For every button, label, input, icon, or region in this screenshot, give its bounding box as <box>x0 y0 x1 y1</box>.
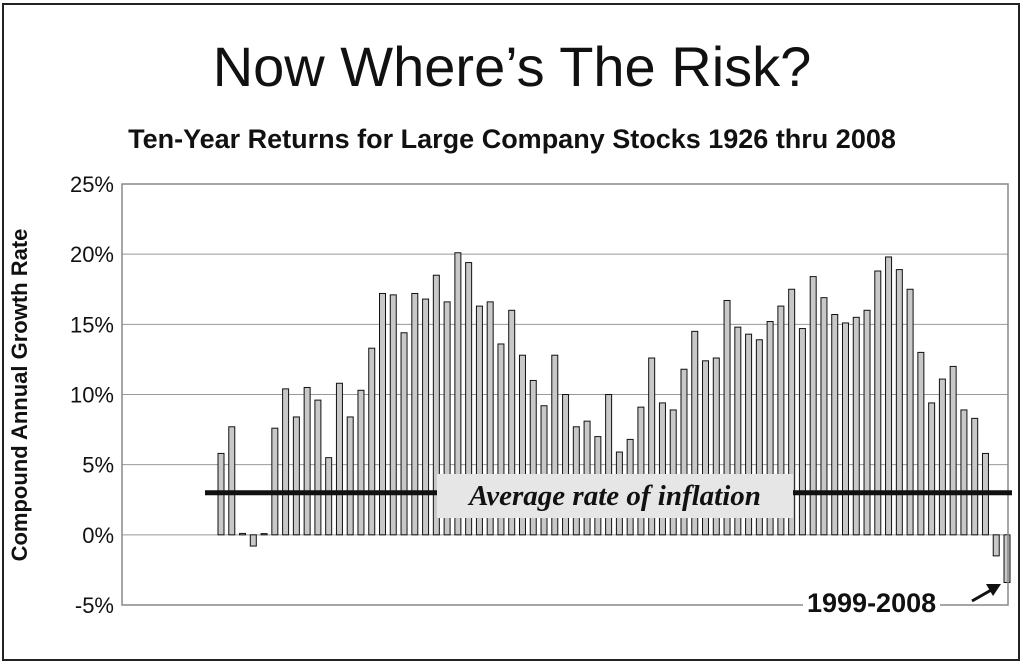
bar <box>928 402 936 536</box>
slide-title: Now Where’s The Risk? <box>212 35 812 98</box>
bar <box>669 409 677 536</box>
bar <box>852 316 860 536</box>
bar <box>691 330 699 536</box>
bar <box>292 416 300 536</box>
bar <box>605 394 613 536</box>
bar <box>712 357 720 536</box>
bar <box>1003 534 1011 584</box>
y-tick-label: 0% <box>82 523 114 548</box>
bar <box>788 288 796 536</box>
bar <box>562 394 570 536</box>
bar <box>475 305 483 536</box>
inflation-label: Average rate of inflation <box>437 474 793 518</box>
bar <box>658 402 666 536</box>
bar <box>949 365 957 536</box>
bars <box>217 252 1011 584</box>
bar <box>960 409 968 536</box>
bar <box>486 301 494 536</box>
bar <box>906 288 914 536</box>
bar <box>260 533 268 536</box>
bar <box>411 292 419 536</box>
bar <box>529 379 537 536</box>
bar <box>938 378 946 536</box>
bar <box>874 270 882 536</box>
bar <box>346 416 354 536</box>
bar <box>841 322 849 536</box>
y-tick-label: 5% <box>82 453 114 478</box>
bar <box>820 297 828 536</box>
bar <box>357 389 365 536</box>
bar <box>400 332 408 536</box>
y-tick-label: 20% <box>70 242 114 267</box>
bar <box>745 333 753 536</box>
bar <box>755 339 763 536</box>
bar <box>432 274 440 536</box>
y-tick-label: 10% <box>70 383 114 408</box>
bar <box>777 305 785 536</box>
bar <box>917 351 925 536</box>
callout-arrow-head <box>986 584 1001 596</box>
bar <box>249 534 257 547</box>
bar <box>454 252 462 536</box>
bar <box>723 299 731 536</box>
bar <box>314 399 322 536</box>
bar <box>422 298 430 536</box>
chart-subtitle: Ten-Year Returns for Large Company Stock… <box>128 124 896 154</box>
bar <box>551 354 559 536</box>
bar <box>702 360 710 536</box>
plot-border <box>121 183 1009 606</box>
y-tick-labels: 25% 20% 15% 10% 5% 0% -5% <box>70 172 114 618</box>
bar <box>992 534 1000 557</box>
bar <box>518 354 526 536</box>
bar <box>831 314 839 536</box>
bar <box>497 343 505 536</box>
bar <box>809 276 817 536</box>
bar <box>637 406 645 536</box>
y-tick-label: -5% <box>75 593 114 618</box>
bar <box>465 262 473 536</box>
callout-arrow <box>971 587 994 603</box>
bar <box>508 309 516 536</box>
bar <box>885 256 893 536</box>
bar <box>648 357 656 536</box>
bar <box>282 388 290 536</box>
bar <box>863 309 871 536</box>
y-tick-label: 15% <box>70 312 114 337</box>
bar <box>389 294 397 536</box>
bar <box>895 269 903 536</box>
bar <box>335 382 343 536</box>
bar <box>239 532 247 536</box>
callout-label: 1999-2008 <box>803 588 941 619</box>
bar <box>798 328 806 536</box>
bar <box>325 457 333 536</box>
bar <box>443 301 451 536</box>
y-axis-label: Compound Annual Growth Rate <box>7 228 32 562</box>
bar <box>368 347 376 536</box>
bar <box>971 417 979 536</box>
bar <box>680 368 688 536</box>
bar <box>303 386 311 536</box>
bar <box>271 427 279 536</box>
bar <box>228 426 236 536</box>
bar <box>734 326 742 536</box>
y-tick-label: 25% <box>70 172 114 197</box>
bar <box>766 321 774 536</box>
bar <box>379 292 387 536</box>
bar <box>540 405 548 536</box>
